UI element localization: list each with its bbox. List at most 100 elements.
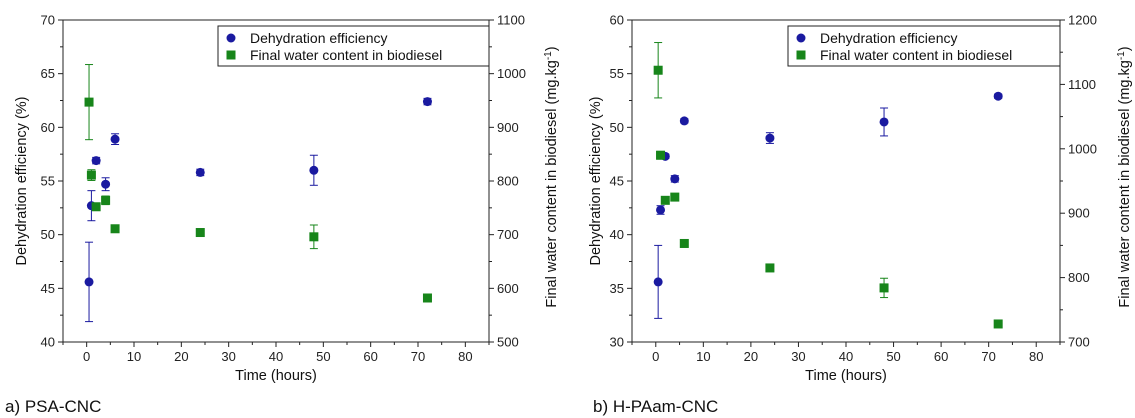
data-marker-square — [670, 192, 680, 202]
y-left-tick-label: 40 — [41, 335, 55, 350]
y-left-tick-label: 30 — [610, 335, 624, 350]
dehydration-point — [879, 107, 889, 137]
y-right-tick-label: 1000 — [1068, 141, 1097, 156]
legend-box — [787, 25, 1061, 67]
data-marker-square — [110, 224, 120, 234]
x-tick-label: 0 — [83, 349, 90, 364]
data-marker-circle — [101, 179, 111, 189]
data-marker-square — [679, 238, 689, 248]
plot-frame — [631, 19, 1061, 343]
y-left-tick-label: 55 — [41, 174, 55, 189]
y-right-tick-label: 900 — [1068, 206, 1090, 221]
y-left-tick-label: 55 — [610, 66, 624, 81]
dehydration-point — [91, 156, 101, 166]
x-tick-label: 30 — [791, 349, 805, 364]
water-content-point — [679, 238, 689, 248]
x-axis-label: Time (hours) — [805, 368, 887, 384]
y-left-tick-label: 40 — [610, 227, 624, 242]
x-axis-label: Time (hours) — [235, 368, 317, 384]
y-left-tick-label: 60 — [41, 120, 55, 135]
y-left-tick-label: 70 — [41, 13, 55, 28]
chart-b: 0 10 20 30 40 50 60 70 80 30 35 40 45 50 55 60 700 800 900… — [588, 13, 1133, 417]
y-right-axis-label-tail: ) — [544, 46, 560, 51]
data-marker-square — [660, 195, 670, 205]
y-left-tick-label: 65 — [41, 66, 55, 81]
x-tick-label: 20 — [744, 349, 758, 364]
x-tick-label: 80 — [458, 349, 472, 364]
dehydration-point — [993, 91, 1003, 101]
x-tick-label: 50 — [316, 349, 330, 364]
chart-a: 0 10 20 30 40 50 60 70 80 40 45 50 55 60 65 70 500 600 700… — [5, 13, 560, 417]
y-left-tick-label: 45 — [41, 281, 55, 296]
water-content-point — [91, 202, 101, 212]
water-content-point — [101, 195, 111, 206]
dehydration-point — [670, 174, 680, 184]
dehydration-point — [101, 177, 111, 192]
y-right-axis-label: Final water content in biodiesel (mg.kg-… — [543, 46, 561, 307]
legend-label-water: Final water content in biodiesel — [250, 47, 442, 63]
data-marker-square — [86, 170, 96, 180]
water-content-point — [422, 293, 432, 303]
y-right-axis-label-sup: -1 — [1116, 51, 1127, 60]
data-marker-square — [91, 202, 101, 212]
water-content-point — [656, 150, 666, 160]
data-marker-circle — [91, 156, 101, 166]
y-right-tick-label: 700 — [497, 227, 519, 242]
panel-caption: b) H-PAam-CNC — [593, 397, 718, 416]
y-right-tick-label: 600 — [497, 281, 519, 296]
y-right-tick-label: 800 — [1068, 270, 1090, 285]
water-content-point — [309, 224, 319, 250]
y-right-axis-label-sup: -1 — [543, 51, 554, 60]
legend-circle-icon — [226, 33, 236, 43]
y-left-tick-label: 50 — [610, 120, 624, 135]
data-marker-square — [195, 228, 205, 238]
data-marker-circle — [993, 91, 1003, 101]
y-right-tick-label: 1200 — [1068, 13, 1097, 28]
water-content-point — [195, 228, 205, 238]
x-tick-label: 60 — [934, 349, 948, 364]
x-tick-label: 80 — [1029, 349, 1043, 364]
water-content-point — [765, 263, 775, 273]
y-right-tick-label: 800 — [497, 174, 519, 189]
x-tick-label: 50 — [886, 349, 900, 364]
data-marker-circle — [679, 116, 689, 126]
data-marker-circle — [653, 277, 663, 287]
x-tick-label: 10 — [696, 349, 710, 364]
x-tick-label: 30 — [221, 349, 235, 364]
legend-label-dehydration: Dehydration efficiency — [250, 30, 387, 46]
dehydration-point — [422, 97, 432, 107]
data-marker-circle — [422, 97, 432, 107]
water-content-point — [84, 64, 94, 141]
data-marker-square — [993, 319, 1003, 329]
dehydration-point — [195, 167, 205, 177]
water-content-point — [110, 224, 120, 234]
dehydration-point — [309, 154, 319, 186]
water-content-point — [879, 277, 889, 299]
y-right-axis-label-tail: ) — [1117, 46, 1133, 51]
y-right-tick-label: 900 — [497, 120, 519, 135]
data-marker-square — [653, 65, 663, 75]
y-left-axis-label: Dehydration efficiency (%) — [14, 97, 30, 266]
data-marker-square — [84, 97, 94, 107]
water-content-point — [660, 195, 670, 205]
x-tick-label: 10 — [127, 349, 141, 364]
y-left-tick-label: 50 — [41, 227, 55, 242]
data-marker-circle — [879, 117, 889, 127]
data-marker-square — [101, 195, 111, 205]
x-tick-label: 0 — [652, 349, 659, 364]
water-content-point — [653, 42, 663, 99]
data-marker-square — [879, 283, 889, 293]
data-marker-circle — [195, 167, 205, 177]
data-marker-circle — [309, 165, 319, 175]
x-tick-label: 60 — [363, 349, 377, 364]
y-right-tick-label: 1100 — [497, 13, 525, 28]
y-left-tick-label: 45 — [610, 174, 624, 189]
data-marker-circle — [84, 277, 94, 287]
water-content-point — [993, 319, 1003, 329]
data-marker-square — [765, 263, 775, 273]
dehydration-point — [110, 133, 120, 146]
legend-label-water: Final water content in biodiesel — [820, 47, 1012, 63]
